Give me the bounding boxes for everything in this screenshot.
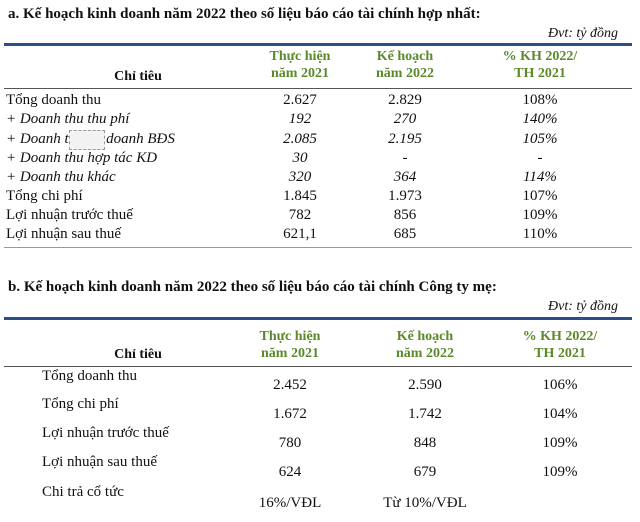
section-a-header-plan: Kế hoạch năm 2022 <box>376 49 434 81</box>
table-cell-ratio: 110% <box>522 226 558 242</box>
table-cell-ratio: 109% <box>542 435 578 451</box>
table-row-label: Lợi nhuận trước thuế <box>6 207 133 223</box>
section-b-heading: b. Kế hoạch kinh doanh năm 2022 theo số … <box>8 279 497 295</box>
table-cell-ratio: 107% <box>522 188 558 204</box>
table-cell-plan: 2.829 <box>388 92 422 108</box>
table-cell-plan: 856 <box>393 207 417 223</box>
table-cell-plan: 685 <box>393 226 417 242</box>
section-b-header-plan: Kế hoạch năm 2022 <box>396 329 454 361</box>
table-row-label: Lợi nhuận sau thuế <box>6 226 121 242</box>
table-cell-actual: 624 <box>278 464 302 480</box>
table-cell-plan: 679 <box>413 464 437 480</box>
table-cell-plan: - <box>402 150 408 166</box>
section-b-header-actual: Thực hiện năm 2021 <box>259 329 321 361</box>
table-cell-actual: 621,1 <box>283 226 317 242</box>
table-cell-ratio: 109% <box>542 464 578 480</box>
table-cell-ratio: 114% <box>523 169 557 185</box>
table-cell-actual: 16%/VĐL <box>258 495 322 511</box>
table-cell-actual: 30 <box>292 150 308 166</box>
table-cell-plan: 364 <box>393 169 417 185</box>
table-cell-plan: 1.742 <box>408 406 442 422</box>
table-cell-actual: 1.672 <box>273 406 307 422</box>
section-a-heading: a. Kế hoạch kinh doanh năm 2022 theo số … <box>8 6 481 22</box>
table-cell-actual: 2.627 <box>283 92 317 108</box>
table-cell-plan: 2.590 <box>408 377 442 393</box>
table-cell-plan: 2.195 <box>388 131 422 147</box>
section-b-top-band <box>4 317 632 320</box>
table-row-label: Tổng chi phí <box>42 396 119 412</box>
table-cell-ratio: 104% <box>542 406 578 422</box>
section-b-header-label: Chỉ tiêu <box>114 347 162 362</box>
table-row-label: Lợi nhuận sau thuế <box>42 454 157 470</box>
table-cell-actual: 2.452 <box>273 377 307 393</box>
section-a-unit: Đvt: tỷ đồng <box>548 26 618 41</box>
table-cell-ratio: 108% <box>522 92 558 108</box>
table-cell-ratio: 140% <box>522 111 558 127</box>
section-a-header-rule <box>4 88 632 89</box>
table-cell-actual: 2.085 <box>283 131 317 147</box>
table-cell-ratio: - <box>537 150 543 166</box>
section-a-header-actual: Thực hiện năm 2021 <box>269 49 331 81</box>
table-row-label: Lợi nhuận trước thuế <box>42 425 169 441</box>
table-cell-plan: 270 <box>393 111 417 127</box>
section-b-header-ratio: % KH 2022/TH 2021 <box>522 329 598 361</box>
section-a-header-label: Chỉ tiêu <box>114 69 162 84</box>
table-row-label: Chi trả cổ tức <box>42 484 124 500</box>
section-b-header-rule <box>4 366 632 367</box>
table-cell-actual: 320 <box>288 169 312 185</box>
table-cell-actual: 1.845 <box>283 188 317 204</box>
table-cell-ratio: 106% <box>542 377 578 393</box>
section-a-header-ratio: % KH 2022/TH 2021 <box>502 49 578 81</box>
table-row-label: + Doanh thu hợp tác KD <box>6 150 158 166</box>
table-cell-plan: 848 <box>413 435 437 451</box>
table-cell-ratio: 109% <box>522 207 558 223</box>
table-cell-actual: 782 <box>288 207 312 223</box>
section-a-bottom-rule <box>4 247 632 248</box>
section-a-top-band <box>4 43 632 46</box>
table-row-label: Tổng doanh thu <box>6 92 101 108</box>
table-row-label: Tổng doanh thu <box>42 368 137 384</box>
table-cell-ratio: 105% <box>522 131 558 147</box>
table-row-label: + Doanh thu khác <box>6 169 116 185</box>
table-cell-plan: Từ 10%/VĐL <box>383 495 467 511</box>
table-row-label: Tổng chi phí <box>6 188 83 204</box>
section-b-unit: Đvt: tỷ đồng <box>548 299 618 314</box>
table-cell-actual: 780 <box>278 435 302 451</box>
table-cell-actual: 192 <box>288 111 312 127</box>
table-cell-plan: 1.973 <box>388 188 422 204</box>
table-row-label: + Doanh thu thu phí <box>6 111 130 127</box>
occluding-cursor-box <box>69 130 105 150</box>
